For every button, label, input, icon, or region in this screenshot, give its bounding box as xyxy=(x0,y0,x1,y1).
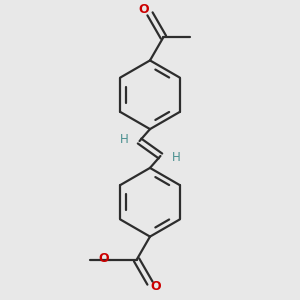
Text: O: O xyxy=(139,3,149,16)
Text: O: O xyxy=(98,253,109,266)
Text: O: O xyxy=(150,280,161,293)
Text: H: H xyxy=(120,133,128,146)
Text: H: H xyxy=(172,151,180,164)
